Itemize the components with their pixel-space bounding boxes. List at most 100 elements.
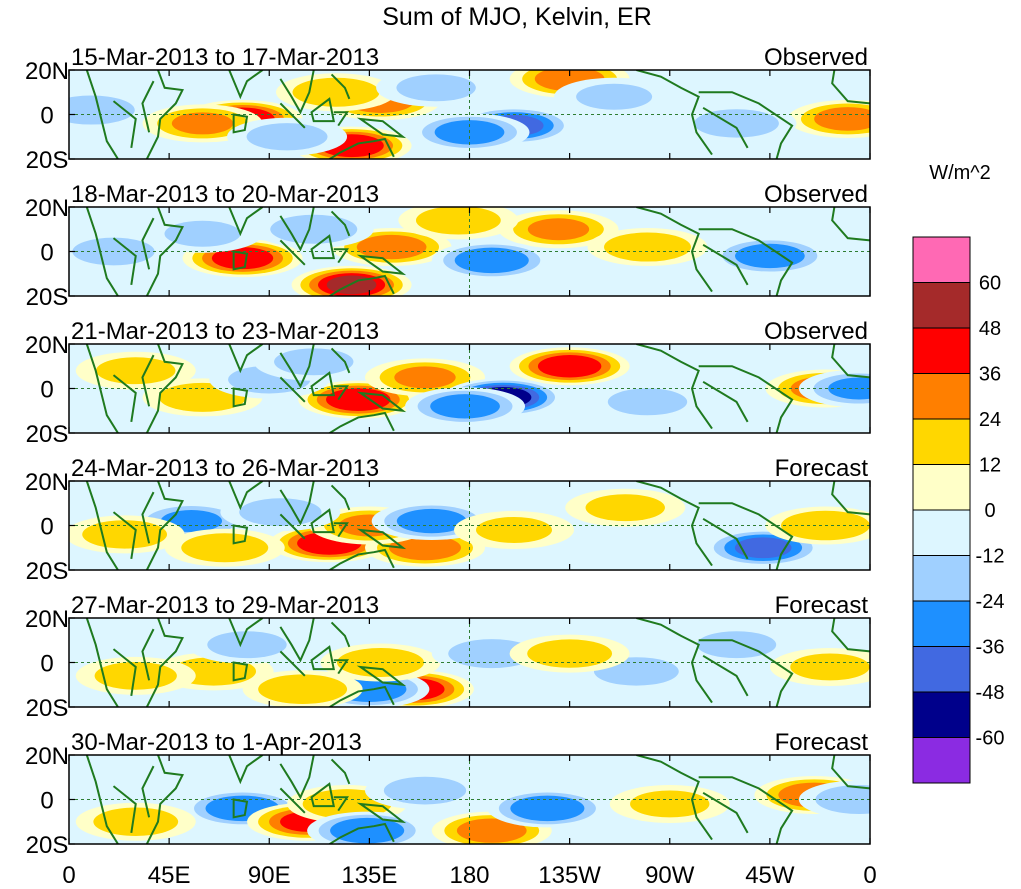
panel-4: 20N 0 20S 24-Mar-2013 to 26-Mar-2013 Forecas… — [25, 455, 871, 585]
anomaly-blob — [371, 502, 492, 541]
contour-fill — [604, 232, 691, 262]
coastline — [145, 755, 185, 844]
panel-date-range: 15-Mar-2013 to 17-Mar-2013 — [71, 44, 379, 71]
coastline — [327, 137, 395, 159]
anomaly-blob — [487, 789, 608, 828]
y-tick-label: 20S — [26, 832, 69, 859]
contour-fill — [527, 218, 590, 241]
coastline — [310, 645, 335, 671]
coastline — [333, 111, 349, 127]
x-tick-label: 180 — [449, 862, 489, 889]
contour-fill — [510, 795, 585, 822]
coastline — [702, 106, 749, 149]
coastline — [330, 621, 351, 648]
colorbar-label: 60 — [979, 273, 1001, 295]
contour-fill — [258, 674, 348, 704]
coastline — [636, 481, 713, 567]
coastline — [279, 70, 315, 115]
coastline — [141, 765, 155, 818]
coastline — [85, 207, 119, 296]
coastline — [831, 481, 870, 516]
coastline — [327, 274, 395, 296]
coastline — [636, 207, 713, 293]
x-axis: 0 45E 90E 135E 180 135W 90W 45W 0 — [62, 862, 876, 889]
contour-fill — [430, 394, 500, 419]
anomaly-blob — [554, 77, 675, 116]
anomaly-blob — [405, 387, 526, 426]
coastline — [141, 628, 155, 681]
y-tick-label: 20N — [25, 195, 69, 222]
colorbar-label: 12 — [979, 455, 1001, 477]
panel-kind: Observed — [764, 181, 868, 208]
coastline — [310, 508, 335, 534]
y-tick-label: 0 — [40, 788, 53, 815]
colorbar-label: 36 — [979, 364, 1001, 386]
panel-kind: Observed — [764, 44, 868, 71]
coastline — [330, 758, 351, 785]
anomaly-field — [75, 771, 870, 844]
coastline — [698, 365, 794, 433]
panel-date-range: 30-Mar-2013 to 1-Apr-2013 — [71, 729, 362, 756]
contour-fill — [207, 631, 287, 659]
anomaly-field — [69, 70, 870, 159]
colorbar-swatch — [912, 646, 971, 693]
contour-fill — [476, 516, 552, 543]
coastline — [831, 618, 870, 653]
coastline — [85, 755, 119, 844]
colorbar-swatch — [912, 236, 971, 283]
coastline — [279, 207, 315, 252]
coastline — [228, 344, 264, 374]
contour-fill — [356, 234, 427, 260]
contour-fill — [239, 498, 322, 527]
anomaly-blob — [253, 210, 374, 249]
contour-fill — [814, 107, 870, 131]
coastline — [356, 665, 407, 687]
colorbar-label: -60 — [976, 728, 1005, 750]
coastline — [698, 502, 794, 570]
contour-fill — [246, 123, 328, 151]
coastline — [279, 239, 306, 266]
coastline — [310, 234, 335, 260]
coastline — [698, 228, 794, 296]
coastline — [327, 411, 395, 433]
contour-fill — [274, 348, 354, 376]
anomaly-blob — [609, 784, 730, 823]
region-box — [232, 250, 249, 271]
contour-fill — [164, 220, 241, 247]
anomaly-blob — [587, 382, 708, 421]
coastline — [228, 618, 264, 648]
contour-fill — [69, 95, 135, 125]
coastline — [85, 344, 119, 433]
coastline — [698, 639, 794, 707]
coastline — [145, 207, 185, 296]
coastline — [141, 217, 155, 270]
y-tick-label: 20S — [26, 284, 69, 311]
anomaly-blob — [69, 91, 152, 130]
colorbar-swatch — [912, 737, 971, 784]
contour-fill — [389, 535, 461, 561]
coastline — [356, 802, 407, 824]
coastline — [112, 237, 137, 286]
region-box — [232, 798, 249, 819]
coastline — [356, 117, 407, 139]
anomaly-blob — [769, 647, 870, 686]
contour-fill — [94, 661, 177, 690]
coastline — [330, 484, 351, 511]
coastline — [330, 347, 351, 374]
coastline — [141, 354, 155, 407]
x-tick-label: 135E — [341, 862, 397, 889]
y-tick-label: 20S — [26, 695, 69, 722]
contour-fill — [171, 112, 234, 135]
coastline — [279, 650, 306, 677]
coastlines — [85, 70, 870, 159]
coastline — [145, 70, 185, 159]
anomaly-blob — [587, 228, 708, 267]
coastline — [228, 207, 264, 237]
contour-fill — [694, 109, 779, 138]
coastline — [112, 648, 137, 697]
colorbar-label: -36 — [976, 637, 1005, 659]
coastlines — [85, 755, 870, 844]
contour-fill — [537, 354, 602, 378]
anomaly-blob — [75, 351, 196, 390]
